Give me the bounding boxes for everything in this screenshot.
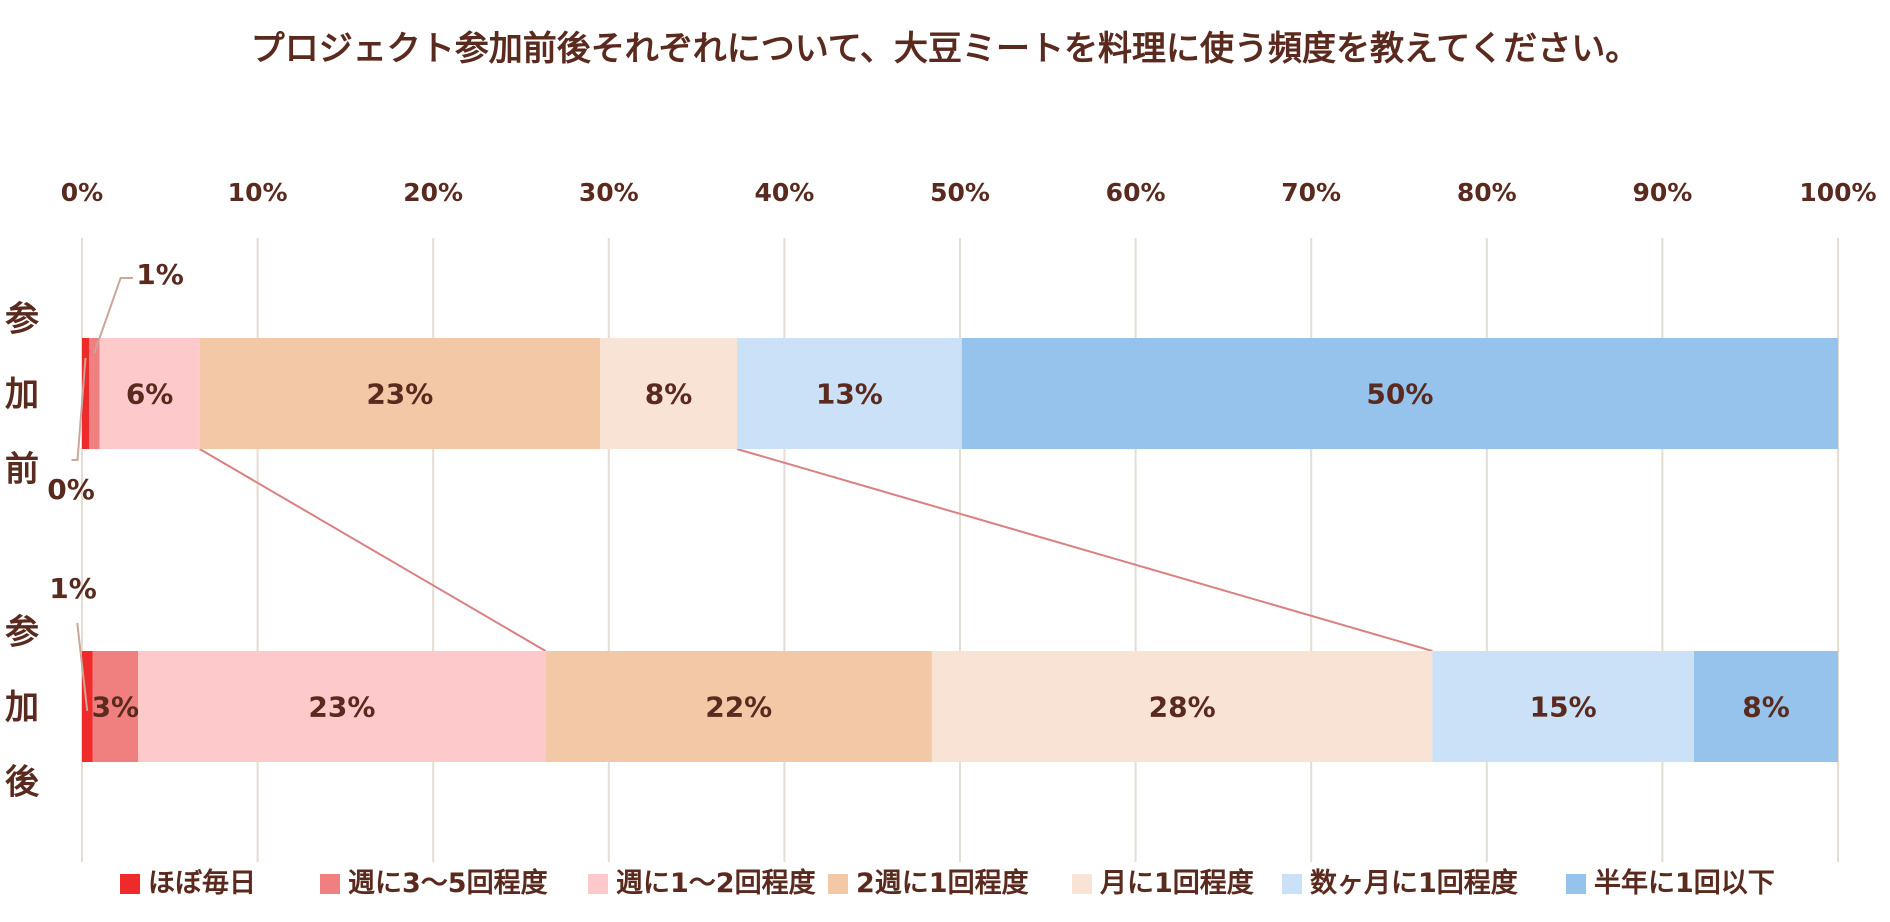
bar-segment [600,338,737,449]
x-tick-label: 30% [579,178,639,207]
legend-swatch [588,874,608,894]
data-label: 3% [92,691,140,724]
bar-segment [92,651,139,762]
x-tick-label: 20% [403,178,463,207]
bar-segment [961,338,1838,449]
x-tick-label: 60% [1106,178,1166,207]
bar-segment [82,338,90,449]
x-tick-label: 50% [930,178,990,207]
data-label: 13% [816,378,883,411]
legend-label: 週に1～2回程度 [616,867,816,899]
series-lines [199,448,1433,652]
x-tick-label: 90% [1632,178,1692,207]
data-label: 23% [308,691,375,724]
legend-label: ほぼ毎日 [148,868,256,899]
leader-line [71,357,87,461]
legend-label: 数ヶ月に1回程度 [1310,867,1518,899]
x-tick-label: 40% [754,178,814,207]
category-label-char: 参 [5,300,39,340]
bar-segment [89,338,100,449]
legend-swatch [1566,874,1586,894]
category-label-char: 参 [5,613,39,653]
x-tick-label: 100% [1799,178,1876,207]
legend-label: 2週に1回程度 [856,867,1029,899]
legend-swatch [120,874,140,894]
legend: ほぼ毎日 週に3～5回程度 週に1～2回程度 2週に1回程度 月に1回程度 数ヶ月に1回程… [120,867,1775,899]
category-label-char: 前 [5,450,39,490]
data-label: 8% [645,378,693,411]
bar-segment [199,338,601,449]
legend-swatch [1072,874,1092,894]
x-tick-label: 10% [228,178,288,207]
series-line [199,448,547,652]
category-label-char: 後 [5,763,40,803]
data-label: 6% [126,378,174,411]
bar-segment [931,651,1433,762]
data-label: 22% [705,691,772,724]
data-label: 23% [366,378,433,411]
category-label-char: 加 [5,688,39,728]
leader-lines [71,277,133,712]
bar-segment [138,651,546,762]
bar-segment [1432,651,1695,762]
data-label: 1% [136,258,184,291]
chart-title: プロジェクト参加前後それぞれについて、大豆ミートを料理に使う頻度を教えてください… [251,29,1640,69]
legend-label: 半年に1回以下 [1594,867,1775,899]
data-label: 0% [47,473,95,506]
legend-swatch [1282,874,1302,894]
legend-label: 月に1回程度 [1099,867,1254,899]
gridlines [81,238,1839,862]
data-label: 15% [1530,691,1597,724]
x-tick-label: 70% [1281,178,1341,207]
data-label: 28% [1149,691,1216,724]
category-label-char: 加 [5,375,39,415]
bars [82,338,1838,762]
x-axis-tick-labels: 0% 10% 20% 30% 40% 50% 60% 70% 80% 90% 100% [61,178,1877,207]
data-labels: 6% 23% 8% 13% 50% 3% 23% 22% 28% 15% 8% 0% 1% 1% [47,258,1790,724]
bar-segment [99,338,200,449]
leader-line [76,622,89,712]
bar-segment [1694,651,1838,762]
bar-segment [736,338,962,449]
data-label: 50% [1366,378,1433,411]
x-tick-label: 80% [1457,178,1517,207]
leader-line [93,277,133,354]
legend-swatch [828,874,848,894]
data-label: 1% [49,572,97,605]
legend-label: 週に3～5回程度 [348,867,548,899]
bar-segment [545,651,932,762]
legend-swatch [320,874,340,894]
data-label: 8% [1742,691,1790,724]
series-line [736,448,1433,652]
x-tick-label: 0% [61,178,103,207]
